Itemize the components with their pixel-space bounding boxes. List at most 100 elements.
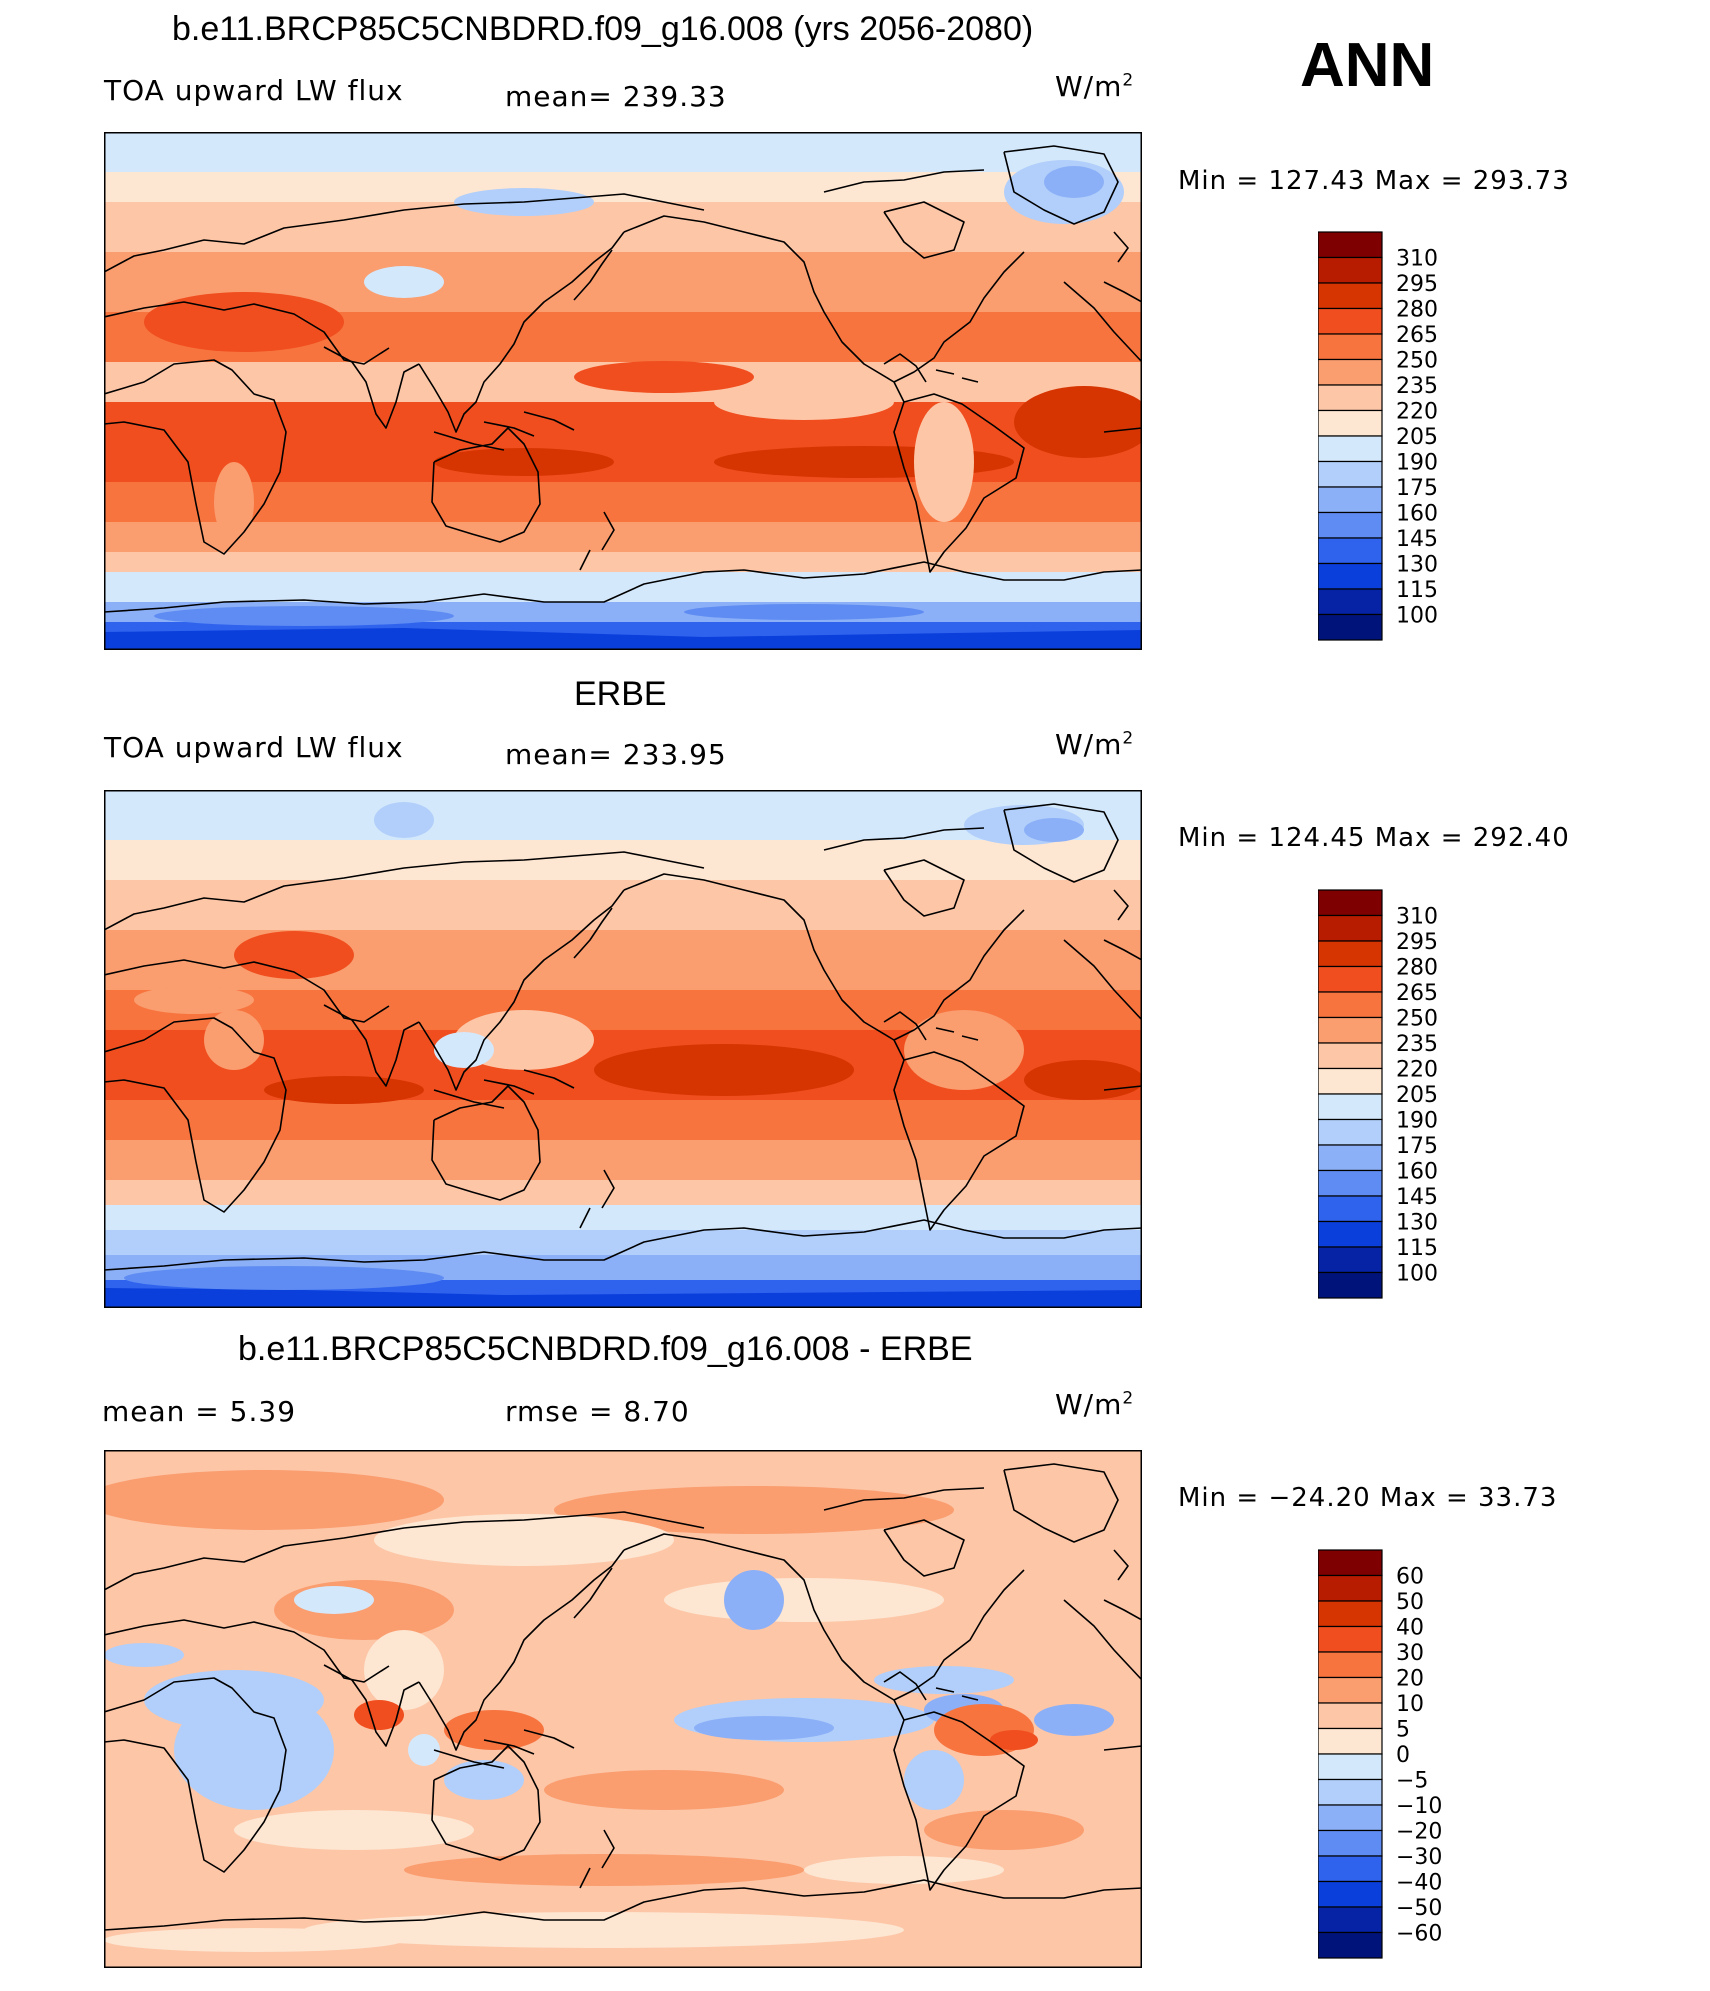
colorbar-swatch — [1318, 1016, 1383, 1044]
colorbar-swatch — [1318, 231, 1383, 259]
panel-1-colorbar: 3102952802652502352202051901751601451301… — [1318, 231, 1438, 641]
colorbar-swatch — [1318, 1600, 1383, 1628]
colorbar-swatch — [1318, 1880, 1383, 1908]
colorbar-tick-label: 205 — [1396, 425, 1438, 450]
colorbar-tick-label: 175 — [1396, 1134, 1438, 1159]
colorbar-tick-label: 10 — [1396, 1692, 1424, 1717]
colorbar-tick-label: 295 — [1396, 930, 1438, 955]
colorbar-tick-label: 145 — [1396, 527, 1438, 552]
colorbar-swatch — [1318, 562, 1383, 590]
colorbar-swatch — [1318, 1727, 1383, 1755]
panel-1-variable: TOA upward LW flux — [104, 74, 404, 107]
colorbar-tick-label: 50 — [1396, 1590, 1424, 1615]
colorbar-swatch — [1318, 1778, 1383, 1806]
colorbar-tick-label: −5 — [1396, 1769, 1428, 1794]
colorbar-tick-label: 160 — [1396, 502, 1438, 527]
colorbar-swatch — [1318, 409, 1383, 437]
colorbar-swatch — [1318, 1804, 1383, 1832]
panel-2-variable: TOA upward LW flux — [104, 731, 404, 764]
colorbar-swatch — [1318, 1169, 1383, 1197]
colorbar-tick-label: 295 — [1396, 272, 1438, 297]
colorbar-tick-label: 0 — [1396, 1743, 1410, 1768]
colorbar-tick-label: 310 — [1396, 905, 1438, 930]
colorbar-swatch — [1318, 307, 1383, 335]
panel-1-map — [104, 132, 1142, 650]
colorbar-swatch — [1318, 1195, 1383, 1223]
colorbar-swatch — [1318, 486, 1383, 514]
colorbar-tick-label: −30 — [1396, 1845, 1442, 1870]
colorbar-tick-label: 100 — [1396, 1262, 1438, 1287]
colorbar-swatch — [1318, 1118, 1383, 1146]
colorbar-swatch — [1318, 1829, 1383, 1857]
colorbar-swatch — [1318, 965, 1383, 993]
colorbar-swatch — [1318, 1625, 1383, 1653]
colorbar-swatch — [1318, 1093, 1383, 1121]
colorbar-tick-label: 190 — [1396, 1109, 1438, 1134]
colorbar-swatch — [1318, 1574, 1383, 1602]
colorbar-swatch — [1318, 1549, 1383, 1577]
panel-1-units: W/m2 — [1055, 70, 1135, 103]
panel-2-title: ERBE — [574, 675, 667, 713]
colorbar-swatch — [1318, 940, 1383, 968]
colorbar-swatch — [1318, 1906, 1383, 1934]
colorbar-swatch — [1318, 1753, 1383, 1781]
colorbar-tick-label: 190 — [1396, 451, 1438, 476]
colorbar-swatch — [1318, 1271, 1383, 1299]
colorbar-swatch — [1318, 511, 1383, 539]
colorbar-tick-label: −10 — [1396, 1794, 1442, 1819]
coastlines — [104, 1463, 1142, 1931]
colorbar-tick-label: −20 — [1396, 1820, 1442, 1845]
colorbar-tick-label: 250 — [1396, 1007, 1438, 1032]
colorbar-tick-label: −50 — [1396, 1896, 1442, 1921]
colorbar-swatch — [1318, 537, 1383, 565]
colorbar-tick-label: 100 — [1396, 604, 1438, 629]
panel-3-minmax: Min = −24.20 Max = 33.73 — [1178, 1483, 1558, 1513]
colorbar-tick-label: 250 — [1396, 349, 1438, 374]
colorbar-tick-label: 280 — [1396, 956, 1438, 981]
panel-3-units: W/m2 — [1055, 1388, 1135, 1421]
colorbar-tick-label: 160 — [1396, 1160, 1438, 1185]
colorbar-tick-label: 280 — [1396, 298, 1438, 323]
colorbar-swatch — [1318, 1855, 1383, 1883]
panel-2-colorbar: 3102952802652502352202051901751601451301… — [1318, 889, 1438, 1299]
colorbar-swatch — [1318, 282, 1383, 310]
colorbar-swatch — [1318, 1246, 1383, 1274]
colorbar-swatch — [1318, 991, 1383, 1019]
colorbar-tick-label: 220 — [1396, 400, 1438, 425]
panel-3-rmse: rmse = 8.70 — [505, 1395, 690, 1428]
season-label: ANN — [1300, 31, 1435, 100]
colorbar-tick-label: 220 — [1396, 1058, 1438, 1083]
colorbar-swatch — [1318, 1931, 1383, 1959]
colorbar-tick-label: 205 — [1396, 1083, 1438, 1108]
colorbar-swatch — [1318, 613, 1383, 641]
colorbar-tick-label: 115 — [1396, 1236, 1438, 1261]
colorbar-tick-label: −60 — [1396, 1922, 1442, 1947]
colorbar-swatch — [1318, 1651, 1383, 1679]
panel-2-mean: mean= 233.95 — [505, 738, 727, 771]
colorbar-tick-label: 310 — [1396, 247, 1438, 272]
colorbar-tick-label: 175 — [1396, 476, 1438, 501]
colorbar-swatch — [1318, 1067, 1383, 1095]
colorbar-tick-label: 30 — [1396, 1641, 1424, 1666]
panel-1-minmax: Min = 127.43 Max = 293.73 — [1178, 166, 1570, 196]
panel-1-mean: mean= 239.33 — [505, 80, 727, 113]
panel-2-minmax: Min = 124.45 Max = 292.40 — [1178, 823, 1570, 853]
panel-3-title: b.e11.BRCP85C5CNBDRD.f09_g16.008 - ERBE — [238, 1330, 973, 1368]
colorbar-swatch — [1318, 1702, 1383, 1730]
panel-3-mean: mean = 5.39 — [102, 1395, 297, 1428]
colorbar-tick-label: 60 — [1396, 1565, 1424, 1590]
colorbar-swatch — [1318, 588, 1383, 616]
colorbar-swatch — [1318, 1042, 1383, 1070]
colorbar-tick-label: 5 — [1396, 1718, 1410, 1743]
colorbar-tick-label: 130 — [1396, 553, 1438, 578]
colorbar-tick-label: 145 — [1396, 1185, 1438, 1210]
colorbar-tick-label: 265 — [1396, 981, 1438, 1006]
colorbar-tick-label: −40 — [1396, 1871, 1442, 1896]
colorbar-tick-label: 115 — [1396, 578, 1438, 603]
colorbar-swatch — [1318, 1676, 1383, 1704]
colorbar-swatch — [1318, 460, 1383, 488]
colorbar-swatch — [1318, 333, 1383, 361]
panel-3-map — [104, 1450, 1142, 1968]
colorbar-tick-label: 265 — [1396, 323, 1438, 348]
